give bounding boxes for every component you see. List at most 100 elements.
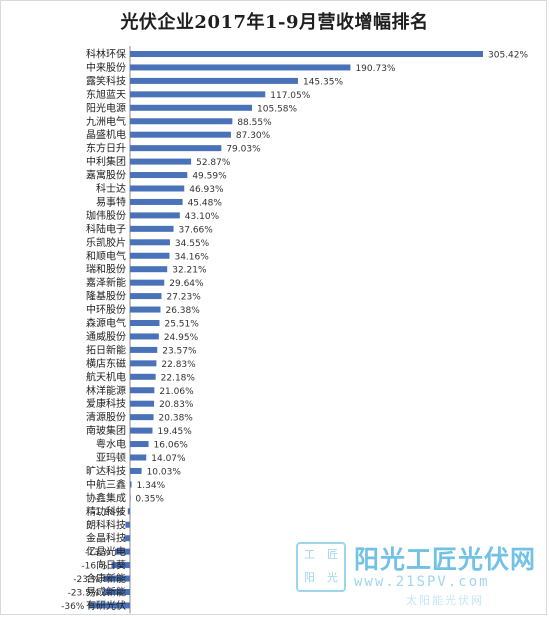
bar: [130, 481, 132, 488]
data-label: 29.64%: [169, 279, 204, 289]
bar: [130, 387, 155, 394]
watermark: 工 匠 阳 光 阳光工匠光伏网 www.21SPV.com 太阳能光伏网: [296, 540, 536, 608]
bar: [127, 508, 130, 515]
category-label: 中利集团: [86, 155, 126, 168]
data-label: 79.03%: [226, 145, 261, 155]
bar: [130, 198, 183, 205]
category-label: 易事特: [96, 195, 126, 208]
data-label: 145.35%: [303, 77, 343, 87]
bar: [130, 306, 161, 313]
category-label: 中航三鑫: [86, 478, 126, 491]
data-label: 305.42%: [488, 51, 528, 61]
data-label: 87.30%: [236, 131, 271, 141]
category-label: 隆基股份: [86, 290, 126, 303]
data-label: 27.23%: [166, 293, 201, 303]
category-label: 易成新能: [86, 586, 126, 599]
seal-char: 匠: [327, 548, 338, 561]
bar: [103, 575, 130, 582]
category-label: 有研光伏: [86, 599, 126, 612]
category-label: 科陆电子: [86, 222, 126, 235]
seal-char: 阳: [304, 571, 315, 584]
category-label: 中来股份: [86, 61, 126, 74]
data-label: 45.48%: [188, 198, 223, 208]
bar: [130, 239, 170, 246]
data-label: 25.51%: [164, 320, 199, 330]
category-label: 林洋能源: [86, 384, 126, 397]
bar: [130, 118, 233, 125]
category-label: 九洲电气: [86, 115, 126, 128]
bar: [130, 494, 131, 501]
bar: [130, 333, 159, 340]
category-label: 拓日新能: [86, 343, 126, 356]
bar: [130, 400, 155, 407]
data-label: 22.83%: [161, 360, 196, 370]
bar: [130, 64, 351, 71]
category-label: 东旭蓝天: [86, 88, 126, 101]
data-label: -13.%: [85, 548, 112, 558]
category-label: 横店东磁: [86, 357, 126, 370]
data-label: 19.45%: [157, 427, 192, 437]
chart-title: 光伏企业2017年1-9月营收增幅排名: [120, 12, 429, 33]
data-label: 23.57%: [162, 346, 197, 356]
data-label: -36%: [61, 602, 85, 612]
category-label: 通威股份: [86, 330, 126, 343]
watermark-subtitle: 太阳能光伏网: [406, 594, 484, 607]
data-label: 43.10%: [185, 212, 220, 222]
bar: [130, 414, 154, 421]
bar: [111, 562, 130, 569]
watermark-brand: 阳光工匠光伏网: [354, 545, 537, 574]
data-label: 34.16%: [174, 252, 209, 262]
category-label: 亚玛顿: [96, 451, 126, 464]
bar: [130, 91, 266, 98]
data-label: 37.66%: [179, 225, 214, 235]
seal-char: 光: [327, 571, 338, 584]
bar: [130, 172, 188, 179]
category-label: 向日葵: [96, 559, 126, 572]
data-label: 46.93%: [189, 185, 224, 195]
bar: [130, 427, 153, 434]
data-label: 0.35%: [135, 494, 164, 504]
category-label: 科士达: [96, 182, 126, 195]
data-label: 49.59%: [192, 172, 227, 182]
category-label: 合康新能: [86, 572, 126, 585]
data-label: 20.83%: [159, 400, 194, 410]
category-label: 晶盛机电: [86, 128, 126, 141]
bar: [130, 441, 149, 448]
bar: [130, 454, 147, 461]
data-label: 32.21%: [172, 266, 207, 276]
category-label: 协鑫集成: [86, 491, 126, 504]
category-label: 爱康科技: [86, 397, 126, 410]
bar: [130, 225, 174, 232]
category-label: 精功科技: [86, 505, 126, 518]
bar: [130, 212, 180, 219]
data-label: 88.55%: [237, 118, 272, 128]
category-label: 嘉寓股份: [86, 169, 126, 182]
watermark-seal: 工 匠 阳 光: [296, 542, 346, 592]
data-label: 22.18%: [161, 373, 196, 383]
data-label: 105.58%: [257, 104, 297, 114]
bar: [130, 131, 231, 138]
data-label: 24.95%: [164, 333, 199, 343]
bar: [88, 602, 130, 609]
data-label: 26.38%: [165, 306, 200, 316]
category-label: 旷达科技: [86, 464, 126, 477]
data-label: 14.07%: [151, 454, 186, 464]
bar: [130, 51, 483, 57]
data-label: 52.87%: [196, 158, 231, 168]
category-label: 亿晶光电: [86, 545, 126, 558]
category-label: 露笑科技: [86, 74, 126, 87]
bar: [125, 521, 130, 528]
category-label: 嘉泽新能: [86, 276, 126, 289]
data-label: -16.%: [81, 562, 108, 572]
category-label: 朗科科技: [86, 518, 126, 531]
category-label: 金晶科技: [86, 532, 126, 545]
data-label: -1.88%: [92, 508, 124, 518]
bar: [114, 548, 130, 555]
bar: [130, 252, 170, 259]
seal-char: 工: [304, 548, 315, 561]
bar: [130, 279, 165, 286]
watermark-url: www.21SPV.com: [354, 574, 490, 590]
category-label: 乐凯胶片: [86, 236, 126, 249]
data-label: 117.05%: [270, 91, 310, 101]
